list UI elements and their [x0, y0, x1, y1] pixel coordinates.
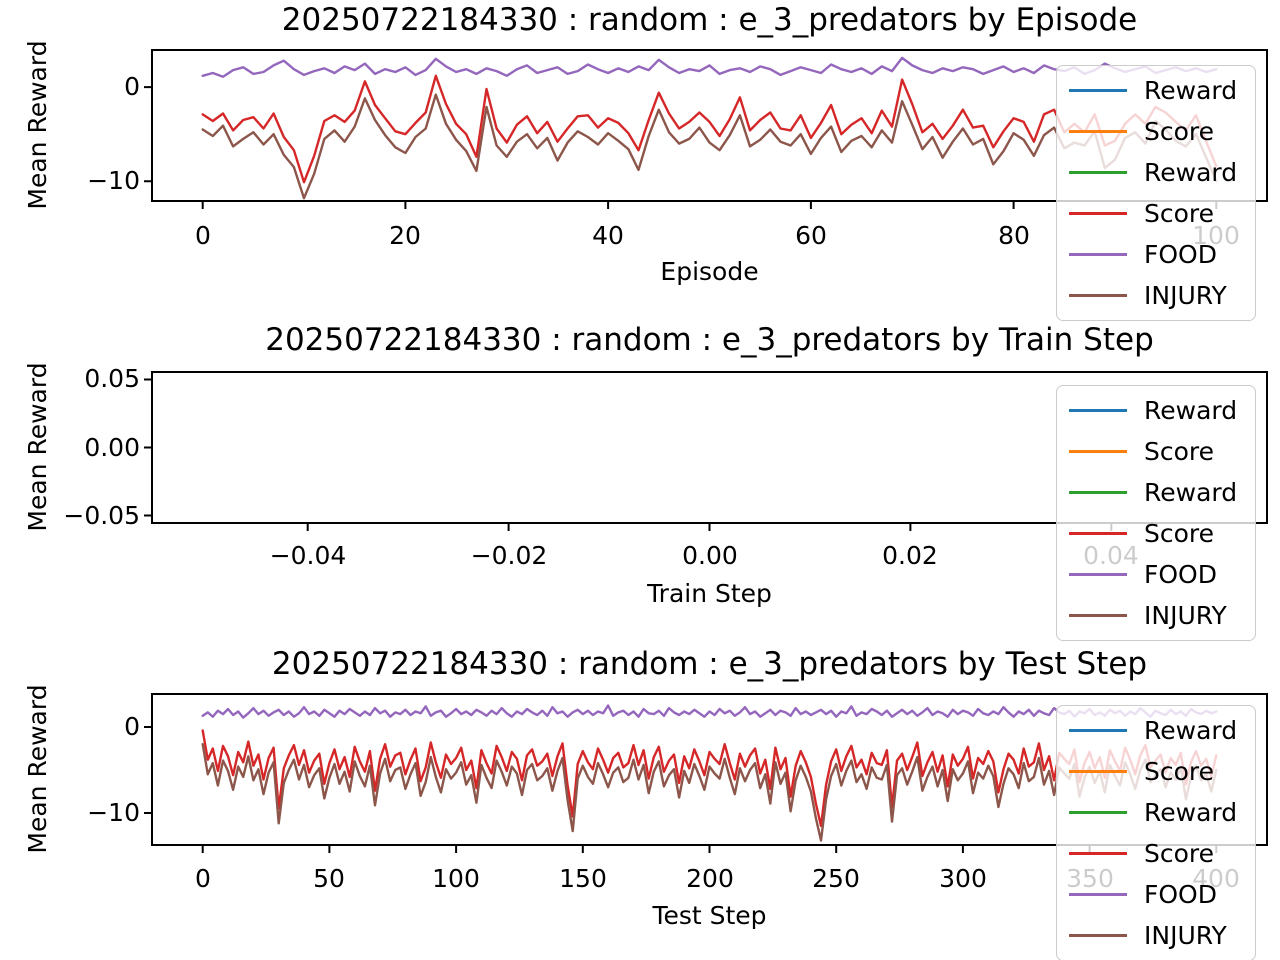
legend-line-sample	[1069, 171, 1127, 174]
legend-row: Reward	[1057, 472, 1255, 513]
chart-0-series-line-score	[201, 74, 1218, 184]
legend-row: Reward	[1057, 70, 1255, 111]
legend-row: FOOD	[1057, 234, 1255, 275]
legend-label: Score	[1144, 518, 1215, 548]
legend-row: Reward	[1057, 152, 1255, 193]
legend-label: FOOD	[1144, 239, 1217, 269]
legend-label: Reward	[1144, 157, 1238, 187]
chart-1-legend-box: Reward Score Reward Score FOOD INJURY	[1056, 385, 1256, 641]
legend-label: INJURY	[1144, 280, 1227, 310]
chart-0-plot-frame	[151, 49, 1268, 202]
legend-label: INJURY	[1144, 920, 1227, 950]
legend-line-sample	[1069, 852, 1127, 855]
legend-row: Score	[1057, 111, 1255, 152]
legend-line-sample	[1069, 253, 1127, 256]
legend-row: Score	[1057, 431, 1255, 472]
legend-label: Score	[1144, 756, 1215, 786]
legend-line-sample	[1069, 409, 1127, 412]
legend-label: Reward	[1144, 395, 1238, 425]
legend-line-sample	[1069, 614, 1127, 617]
legend-label: FOOD	[1144, 559, 1217, 589]
legend-line-sample	[1069, 491, 1127, 494]
legend-line-sample	[1069, 893, 1127, 896]
legend-label: Score	[1144, 116, 1215, 146]
legend-label: Reward	[1144, 797, 1238, 827]
legend-row: FOOD	[1057, 874, 1255, 915]
chart-2-series-line-injury	[201, 743, 1218, 842]
legend-line-sample	[1069, 811, 1127, 814]
legend-label: Score	[1144, 198, 1215, 228]
legend-row: INJURY	[1057, 595, 1255, 636]
legend-line-sample	[1069, 573, 1127, 576]
legend-row: Score	[1057, 193, 1255, 234]
legend-label: Reward	[1144, 715, 1238, 745]
legend-line-sample	[1069, 89, 1127, 92]
legend-row: INJURY	[1057, 275, 1255, 316]
legend-line-sample	[1069, 729, 1127, 732]
legend-label: Score	[1144, 838, 1215, 868]
legend-line-sample	[1069, 130, 1127, 133]
legend-line-sample	[1069, 770, 1127, 773]
legend-row: INJURY	[1057, 915, 1255, 956]
chart-0-series-line-injury	[201, 93, 1218, 200]
chart-2-series-line-food	[201, 704, 1218, 719]
legend-row: Score	[1057, 513, 1255, 554]
chart-2-legend-box: Reward Score Reward Score FOOD INJURY	[1056, 705, 1256, 960]
chart-0-series-line-food	[201, 56, 1218, 78]
legend-line-sample	[1069, 532, 1127, 535]
legend-label: INJURY	[1144, 600, 1227, 630]
legend-row: Reward	[1057, 390, 1255, 431]
chart-2-series-line-score	[201, 729, 1218, 828]
legend-label: Score	[1144, 436, 1215, 466]
legend-line-sample	[1069, 294, 1127, 297]
chart-0-legend-box: Reward Score Reward Score FOOD INJURY	[1056, 65, 1256, 321]
legend-line-sample	[1069, 934, 1127, 937]
legend-label: FOOD	[1144, 879, 1217, 909]
legend-line-sample	[1069, 212, 1127, 215]
chart-2-plot-frame	[151, 693, 1268, 846]
legend-row: Reward	[1057, 710, 1255, 751]
legend-row: Score	[1057, 833, 1255, 874]
legend-row: FOOD	[1057, 554, 1255, 595]
legend-row: Score	[1057, 751, 1255, 792]
legend-label: Reward	[1144, 477, 1238, 507]
legend-line-sample	[1069, 450, 1127, 453]
chart-1-plot-frame	[151, 371, 1268, 524]
legend-label: Reward	[1144, 75, 1238, 105]
legend-row: Reward	[1057, 792, 1255, 833]
